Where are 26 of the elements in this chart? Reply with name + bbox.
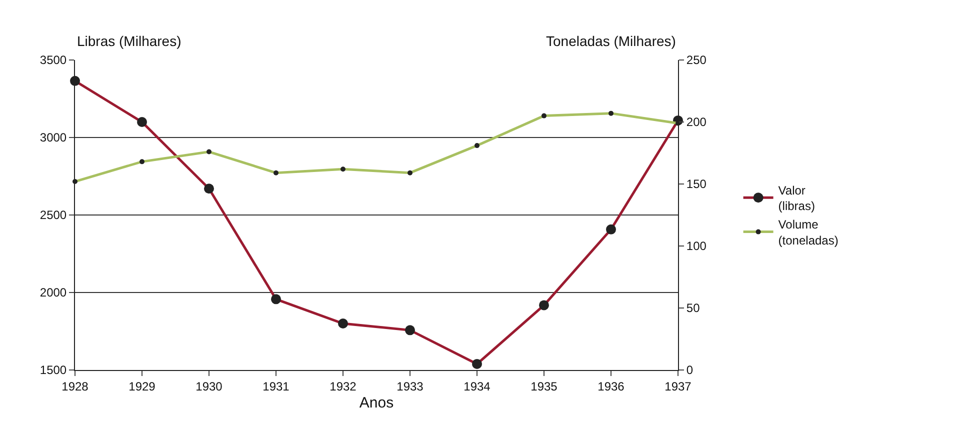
x-tick-label: 1936 bbox=[598, 379, 625, 394]
legend-label: Valor (libras) bbox=[778, 183, 815, 214]
x-tick-label: 1929 bbox=[128, 379, 156, 394]
x-tick-label: 1935 bbox=[530, 379, 558, 394]
x-tick-label: 1934 bbox=[464, 379, 491, 394]
y2-axis-title: Toneladas (Milhares) bbox=[546, 33, 676, 49]
x-axis-title: Anos bbox=[359, 394, 394, 412]
y-tick-label: 2500 bbox=[40, 208, 67, 222]
x-tick-label: 1937 bbox=[664, 379, 692, 394]
y2-tick-label: 0 bbox=[686, 363, 694, 378]
y-tick-label: 3000 bbox=[40, 130, 67, 145]
y2-tick-label: 200 bbox=[686, 115, 707, 130]
x-tick-label: 1933 bbox=[396, 379, 424, 394]
y2-tick-label: 50 bbox=[686, 301, 700, 316]
x-tick-label: 1932 bbox=[330, 379, 357, 394]
x-tick-label: 1928 bbox=[62, 379, 89, 394]
y-tick-label: 3500 bbox=[40, 53, 67, 68]
x-tick-label: 1930 bbox=[196, 379, 223, 394]
x-tick-label: 1931 bbox=[262, 379, 290, 394]
y2-tick-label: 100 bbox=[686, 239, 707, 254]
y-tick-label: 1500 bbox=[40, 363, 67, 378]
y2-tick-label: 250 bbox=[686, 53, 707, 68]
legend-label: Volume (toneladas) bbox=[778, 218, 838, 248]
y-axis-title: Libras (Milhares) bbox=[77, 33, 182, 49]
y-tick-label: 2000 bbox=[40, 286, 67, 300]
y2-tick-label: 150 bbox=[686, 177, 707, 192]
